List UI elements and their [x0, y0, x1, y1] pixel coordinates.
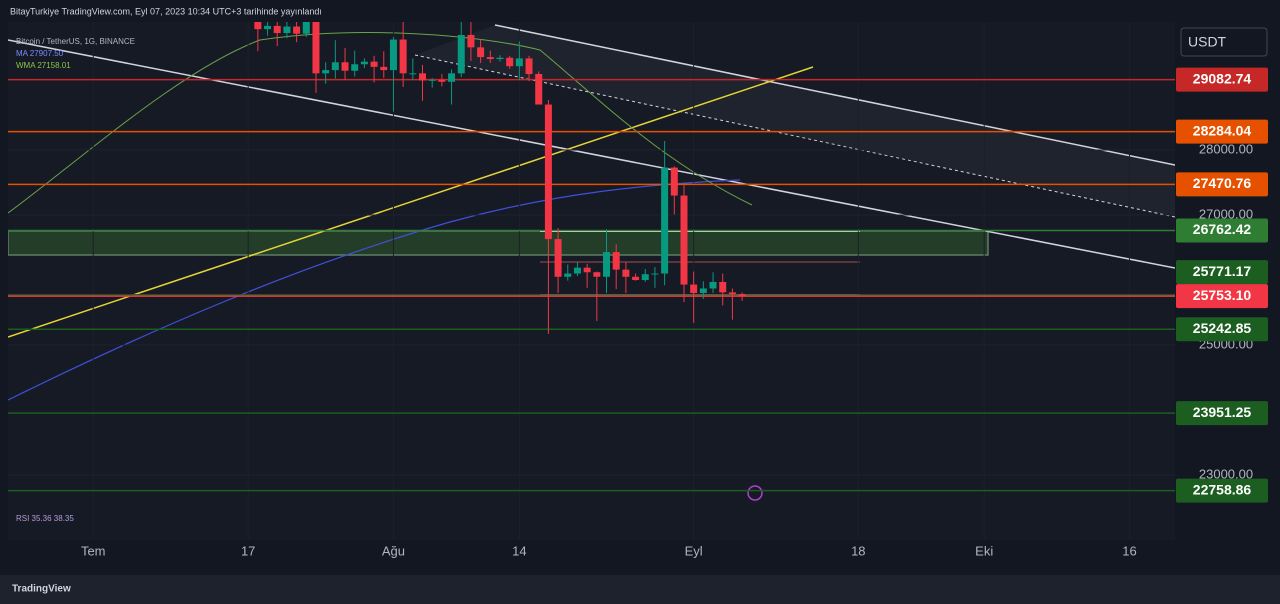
- candle-body: [389, 39, 397, 71]
- candle-body: [680, 195, 688, 285]
- candle-body: [641, 274, 649, 281]
- header-text: BitayTurkiye TradingView.com, Eyl 07, 20…: [10, 6, 322, 16]
- trend-line-yellow: [8, 66, 814, 338]
- candle-body: [719, 281, 727, 293]
- event-icon: [747, 485, 763, 501]
- price-label: 25771.17: [1193, 263, 1252, 279]
- price-label-box: [1176, 401, 1268, 426]
- candle-body: [670, 167, 678, 196]
- candle-body: [351, 64, 359, 71]
- candle-body: [467, 34, 475, 48]
- candle-body: [419, 73, 427, 81]
- y-tick-label: 28000.00: [1199, 141, 1253, 156]
- candle-body: [283, 26, 291, 34]
- x-tick-label: 18: [851, 543, 865, 558]
- y-tick-label: 23000.00: [1199, 466, 1253, 481]
- candle-body: [264, 25, 272, 30]
- candle-body: [573, 267, 581, 274]
- price-label: 26762.42: [1193, 221, 1252, 237]
- candle-body: [409, 73, 417, 75]
- candle-body: [273, 25, 281, 34]
- y-tick-label: 27000.00: [1199, 206, 1253, 221]
- candle-body: [593, 272, 601, 277]
- currency-box[interactable]: [1180, 27, 1268, 57]
- candle-body: [564, 273, 572, 277]
- x-tick-label: Tem: [81, 543, 106, 558]
- footer: [0, 575, 1280, 604]
- candle-body: [632, 276, 640, 281]
- price-label: 27470.76: [1193, 175, 1252, 191]
- plot-area: [8, 22, 1175, 540]
- candle-body: [438, 79, 446, 82]
- price-label-box: [1176, 317, 1268, 342]
- candle-body: [690, 284, 698, 294]
- price-label-box: [1176, 478, 1268, 503]
- candle-body: [728, 292, 736, 295]
- candle-body: [302, 22, 310, 34]
- currency: USDT: [1188, 34, 1227, 50]
- x-tick-label: 17: [241, 543, 255, 558]
- candle-body: [612, 252, 620, 270]
- price-label-box: [1176, 119, 1268, 144]
- price-label-box: [1176, 172, 1268, 197]
- price-label: 22758.86: [1193, 481, 1252, 497]
- x-tick-label: 14: [512, 543, 526, 558]
- candle-body: [477, 47, 485, 58]
- brand: TradingView: [12, 584, 71, 595]
- candle-body: [554, 239, 562, 277]
- candle-body: [496, 57, 504, 60]
- price-label: 25753.10: [1193, 287, 1252, 303]
- candle-body: [622, 269, 630, 277]
- candle-body: [370, 61, 378, 67]
- candle-body: [380, 66, 388, 71]
- legend-text: MA 27907.50: [16, 49, 64, 58]
- legend-text: RSI 35.36 38.35: [16, 514, 74, 523]
- candle-body: [583, 267, 591, 273]
- x-tick-label: Eyl: [685, 543, 703, 558]
- candle-body: [661, 167, 669, 274]
- candle-body: [331, 62, 339, 71]
- candle-body: [544, 104, 552, 240]
- support-zone: [8, 230, 989, 256]
- wma-line: [8, 32, 753, 214]
- candle-body: [738, 294, 746, 297]
- candle-body: [709, 281, 717, 289]
- candle-body: [486, 57, 494, 60]
- ma-line: [8, 179, 741, 401]
- price-label: 25242.85: [1193, 320, 1252, 336]
- candle-body: [293, 26, 301, 34]
- candle-body: [699, 288, 707, 294]
- candle-body: [525, 58, 533, 74]
- x-tick-label: Ağu: [382, 543, 405, 558]
- price-label: 23951.25: [1193, 404, 1252, 420]
- price-label: 28284.04: [1193, 122, 1252, 138]
- legend-text: Bitcoin / TetherUS, 1G, BINANCE: [16, 37, 135, 46]
- price-label-box: [1176, 218, 1268, 243]
- price-label-box: [1176, 67, 1268, 92]
- price-label-box: [1176, 284, 1268, 309]
- price-label: 29082.74: [1193, 70, 1252, 86]
- candle-body: [535, 73, 543, 105]
- candle-body: [399, 39, 407, 74]
- candle-body: [428, 79, 436, 81]
- candle-body: [360, 61, 368, 65]
- candle-body: [603, 252, 611, 277]
- candle-body: [254, 22, 262, 30]
- legend-text: WMA 27158.01: [16, 61, 71, 70]
- x-tick-label: Eki: [975, 543, 993, 558]
- channel-fill: [415, 25, 1175, 217]
- candle-body: [341, 62, 349, 71]
- candle-body: [457, 34, 465, 74]
- trend-line: [494, 24, 1175, 166]
- candle-body: [506, 57, 514, 67]
- candle-body: [448, 73, 456, 82]
- x-tick-label: 16: [1122, 543, 1136, 558]
- candle-body: [515, 58, 523, 67]
- candle-body: [322, 70, 330, 74]
- price-label-box: [1176, 260, 1268, 285]
- candle-body: [312, 22, 320, 74]
- candle-body: [651, 273, 659, 275]
